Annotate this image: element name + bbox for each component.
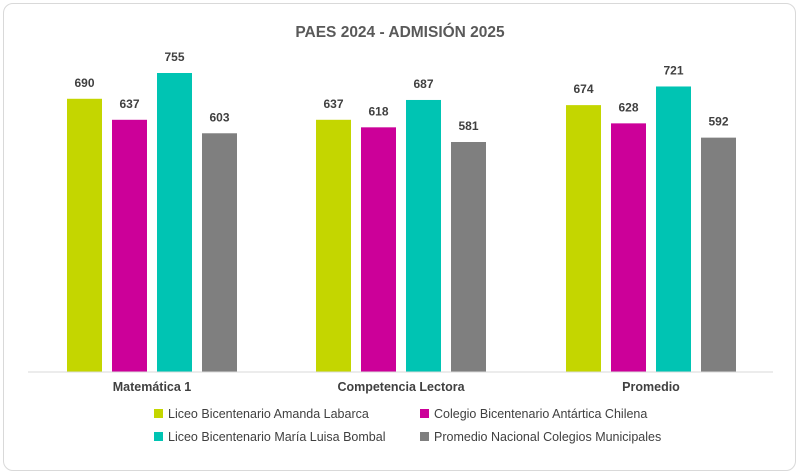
data-label: 628	[618, 100, 638, 114]
bar-2-3	[611, 123, 646, 373]
bar-1-1	[67, 98, 102, 372]
legend-label: Liceo Bicentenario María Luisa Bombal	[168, 430, 385, 444]
category-labels: Matemática 1 Competencia Lectora Promedio	[113, 380, 680, 394]
bar-3-1	[157, 73, 192, 372]
data-label: 603	[209, 110, 229, 124]
legend-label: Liceo Bicentenario Amanda Labarca	[168, 407, 369, 421]
bar-4-2	[451, 142, 486, 372]
bar-2-2	[361, 127, 396, 373]
bar-3-3	[656, 86, 691, 372]
bars-layer: 690 637 755 603 637 618 687 581 674 628 721 592	[67, 50, 736, 373]
data-label: 581	[458, 119, 478, 133]
bar-4-1	[202, 133, 237, 372]
bar-1-2	[316, 119, 351, 372]
bar-2-1	[112, 119, 147, 372]
legend-label: Promedio Nacional Colegios Municipales	[434, 430, 661, 444]
category-label: Competencia Lectora	[337, 380, 465, 394]
data-label: 687	[413, 77, 433, 91]
bar-1-3	[566, 105, 601, 372]
legend-swatch	[154, 432, 163, 441]
category-label: Promedio	[622, 380, 680, 394]
data-label: 592	[708, 115, 728, 129]
bar-3-2	[406, 99, 441, 372]
data-label: 674	[573, 82, 593, 96]
legend-label: Colegio Bicentenario Antártica Chilena	[434, 407, 647, 421]
bar-4-3	[701, 137, 736, 372]
data-label: 637	[323, 97, 343, 111]
data-label: 637	[119, 97, 139, 111]
data-label: 690	[74, 76, 94, 90]
data-label: 755	[164, 50, 184, 64]
legend-swatch	[420, 409, 429, 418]
chart-title: PAES 2024 - ADMISIÓN 2025	[295, 23, 505, 41]
legend-swatch	[420, 432, 429, 441]
data-label: 721	[663, 63, 683, 77]
category-label: Matemática 1	[113, 380, 192, 394]
legend: Liceo Bicentenario Amanda Labarca Colegio…	[154, 407, 661, 444]
data-label: 618	[368, 104, 388, 118]
legend-swatch	[154, 409, 163, 418]
